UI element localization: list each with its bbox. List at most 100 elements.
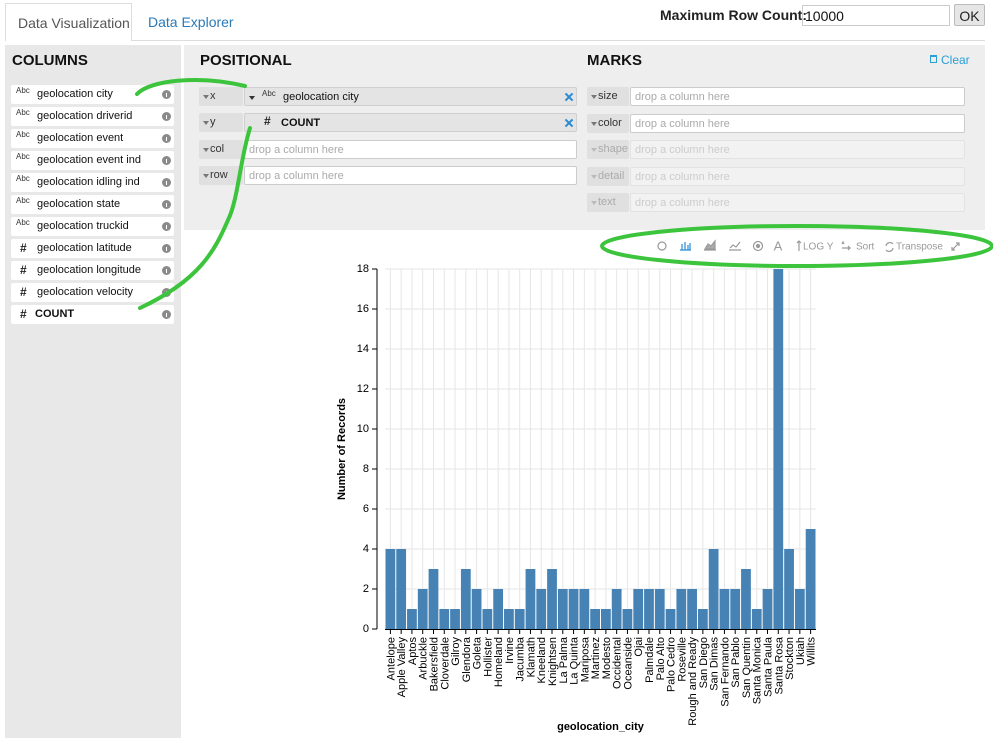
bar <box>719 589 730 629</box>
transpose-icon[interactable] <box>885 242 894 252</box>
y-axis-title: Number of Records <box>336 398 348 500</box>
column-pill[interactable] <box>11 305 174 324</box>
column-name: geolocation event <box>37 132 124 144</box>
y-tick-label: 10 <box>357 423 369 435</box>
placeholder: drop a column here <box>635 197 730 209</box>
x-tick-label: Palo Cedro <box>666 637 678 692</box>
x-tick-label: Santa Monica <box>752 636 764 704</box>
x-tick-label: Roseville <box>676 637 688 682</box>
type-icon: Abc <box>16 174 30 183</box>
info-icon[interactable] <box>162 244 171 253</box>
column-pill[interactable] <box>11 85 174 104</box>
bar <box>428 569 439 629</box>
bar <box>493 589 504 629</box>
info-icon[interactable] <box>162 134 171 143</box>
annotation-ellipse <box>600 224 993 268</box>
area-icon[interactable] <box>703 239 716 251</box>
y-tick-label: 12 <box>357 383 369 395</box>
channel-box <box>587 193 629 212</box>
point-icon[interactable] <box>657 241 667 251</box>
type-icon: # <box>20 263 27 277</box>
bar <box>697 609 708 629</box>
log-icon[interactable] <box>796 240 802 251</box>
bar <box>611 589 622 629</box>
bar <box>676 589 687 629</box>
bar-icon[interactable] <box>680 242 691 251</box>
field-name: geolocation city <box>283 91 359 103</box>
x-tick-label: Irvine <box>504 637 516 664</box>
info-icon[interactable] <box>162 90 171 99</box>
tab-active[interactable]: Data Visualization <box>5 3 132 41</box>
channel-label: y <box>210 116 216 129</box>
bar <box>644 589 654 629</box>
column-name: geolocation latitude <box>37 242 132 254</box>
column-pill[interactable] <box>11 261 174 280</box>
x-tick-label: Modesto <box>601 637 613 679</box>
bar <box>482 609 493 629</box>
channel-box <box>199 165 243 185</box>
annotations <box>135 78 993 310</box>
column-name: geolocation velocity <box>37 286 134 298</box>
toolbar-icons <box>657 239 960 252</box>
caret <box>203 147 209 152</box>
info-icon[interactable] <box>162 200 171 209</box>
caret <box>591 148 597 152</box>
trash-icon[interactable] <box>930 55 937 63</box>
type-icon: # <box>20 307 27 321</box>
annotation-arrow <box>135 78 247 96</box>
bar <box>687 589 697 629</box>
transpose-button[interactable]: Transpose <box>896 242 943 253</box>
bar <box>751 609 762 629</box>
x-tick-label: Aptos <box>407 637 419 666</box>
x-tick-label: Ojai <box>633 637 645 657</box>
ok-button[interactable]: OK <box>954 4 985 26</box>
channel-label: col <box>210 142 225 155</box>
column-name: COUNT <box>35 308 75 320</box>
bar <box>784 549 794 629</box>
x-tick-label: Palmdale <box>644 637 656 683</box>
field-pill[interactable] <box>244 87 577 106</box>
marks-title: MARKS <box>587 52 642 69</box>
x-tick-label: Santa Paula <box>763 636 775 697</box>
tab-strip-line <box>131 40 985 41</box>
clear-link[interactable]: Clear <box>941 53 970 67</box>
caret[interactable] <box>249 96 255 100</box>
drop-zone[interactable] <box>630 113 965 133</box>
sort-button[interactable]: Sort <box>856 242 875 253</box>
x-tick-label: Oceanside <box>622 637 634 690</box>
placeholder: drop a column here <box>249 169 344 182</box>
drop-zone[interactable] <box>630 87 965 106</box>
info-icon[interactable] <box>162 310 171 319</box>
column-pill[interactable] <box>11 217 174 236</box>
sort-icon[interactable] <box>841 240 851 251</box>
column-pill[interactable] <box>11 129 174 148</box>
info-icon[interactable] <box>162 156 171 165</box>
column-pill[interactable] <box>11 195 174 214</box>
column-name: geolocation driverid <box>37 110 133 122</box>
x-tick-label: San Diego <box>698 637 710 688</box>
y-tick-label: 0 <box>363 623 369 635</box>
x-tick-label: San Dimas <box>709 637 721 691</box>
column-pill[interactable] <box>11 283 174 302</box>
tick-icon[interactable] <box>752 240 764 252</box>
column-pill[interactable] <box>11 151 174 170</box>
channel-box <box>199 113 243 133</box>
expand-icon[interactable] <box>951 242 960 251</box>
column-pill[interactable] <box>11 239 174 258</box>
line-icon[interactable] <box>729 241 741 251</box>
column-pill[interactable] <box>11 107 174 126</box>
type-icon: # <box>20 285 27 299</box>
tab[interactable]: Data Explorer <box>148 14 234 30</box>
info-icon[interactable] <box>162 266 171 275</box>
field-pill[interactable] <box>244 113 577 133</box>
drop-zone[interactable] <box>244 165 577 185</box>
log-button[interactable]: LOG Y <box>803 242 834 253</box>
text-mark-button[interactable]: A <box>774 238 783 253</box>
column-pill[interactable] <box>11 173 174 192</box>
info-icon[interactable] <box>162 178 171 187</box>
column-name: geolocation event ind <box>37 154 141 166</box>
y-tick-label: 16 <box>357 303 369 315</box>
info-icon[interactable] <box>162 222 171 231</box>
info-icon[interactable] <box>162 112 171 121</box>
row-count-input[interactable]: 10000 <box>802 5 950 26</box>
